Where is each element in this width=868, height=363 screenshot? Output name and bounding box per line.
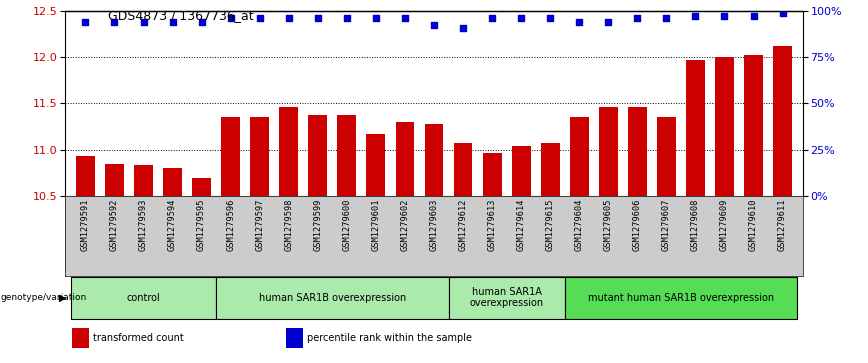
Point [369,15,383,21]
Bar [71,277,216,319]
Point [108,19,122,25]
Point [718,13,732,19]
Text: GSM1279598: GSM1279598 [284,199,293,251]
Bar [454,143,472,196]
Point [456,25,470,30]
Text: GSM1279591: GSM1279591 [81,199,90,251]
Bar [286,328,303,348]
Bar [192,178,211,196]
Bar [483,152,502,196]
Point [776,10,790,16]
Point [311,15,325,21]
Bar [449,277,565,319]
Bar [308,115,327,196]
Text: control: control [127,293,161,303]
Text: GSM1279603: GSM1279603 [430,199,438,251]
Bar [72,328,89,348]
Text: GSM1279601: GSM1279601 [372,199,380,251]
Bar [715,57,734,196]
Text: GSM1279597: GSM1279597 [255,199,264,251]
Text: human SAR1A
overexpression: human SAR1A overexpression [470,287,543,309]
Text: GSM1279606: GSM1279606 [633,199,641,251]
Point [543,15,557,21]
Text: GSM1279607: GSM1279607 [662,199,671,251]
Text: GSM1279612: GSM1279612 [458,199,468,251]
Bar [512,146,530,196]
Text: genotype/variation: genotype/variation [1,293,87,302]
Bar [657,117,676,196]
Point [630,15,644,21]
Text: GSM1279605: GSM1279605 [604,199,613,251]
Bar [216,277,449,319]
Point [78,19,92,25]
Text: GDS4873 / 1367736_at: GDS4873 / 1367736_at [108,9,254,22]
Bar [686,60,705,196]
Bar [163,168,182,196]
Text: GSM1279594: GSM1279594 [168,199,177,251]
Bar [424,124,444,196]
Text: GSM1279596: GSM1279596 [227,199,235,251]
Point [136,19,150,25]
Point [688,13,702,19]
Text: GSM1279602: GSM1279602 [400,199,410,251]
Point [427,22,441,28]
Bar [569,117,589,196]
Text: GSM1279615: GSM1279615 [546,199,555,251]
Bar [250,117,269,196]
Bar [565,277,797,319]
Bar [628,107,647,196]
Point [602,19,615,25]
Text: percentile rank within the sample: percentile rank within the sample [307,333,472,343]
Bar [366,134,385,196]
Point [660,15,674,21]
Point [194,19,208,25]
Text: ▶: ▶ [59,293,67,303]
Bar [76,156,95,196]
Point [340,15,354,21]
Text: GSM1279595: GSM1279595 [197,199,206,251]
Bar [541,143,560,196]
Point [224,15,238,21]
Text: GSM1279608: GSM1279608 [691,199,700,251]
Text: GSM1279599: GSM1279599 [313,199,322,251]
Text: GSM1279614: GSM1279614 [516,199,526,251]
Text: GSM1279600: GSM1279600 [342,199,352,251]
Text: GSM1279604: GSM1279604 [575,199,584,251]
Bar [105,164,124,196]
Bar [396,122,414,196]
Text: mutant human SAR1B overexpression: mutant human SAR1B overexpression [588,293,774,303]
Point [398,15,412,21]
Bar [338,115,356,196]
Point [514,15,528,21]
Bar [744,55,763,196]
Bar [221,117,240,196]
Text: GSM1279593: GSM1279593 [139,199,148,251]
Point [485,15,499,21]
Point [253,15,266,21]
Text: GSM1279611: GSM1279611 [778,199,787,251]
Point [746,13,760,19]
Point [166,19,180,25]
Point [572,19,586,25]
Text: transformed count: transformed count [93,333,184,343]
Text: human SAR1B overexpression: human SAR1B overexpression [259,293,406,303]
Text: GSM1279613: GSM1279613 [488,199,496,251]
Bar [134,166,153,196]
Text: GSM1279609: GSM1279609 [720,199,729,251]
Bar [773,46,792,196]
Text: GSM1279610: GSM1279610 [749,199,758,251]
Bar [279,107,299,196]
Text: GSM1279592: GSM1279592 [110,199,119,251]
Bar [599,107,618,196]
Point [282,15,296,21]
